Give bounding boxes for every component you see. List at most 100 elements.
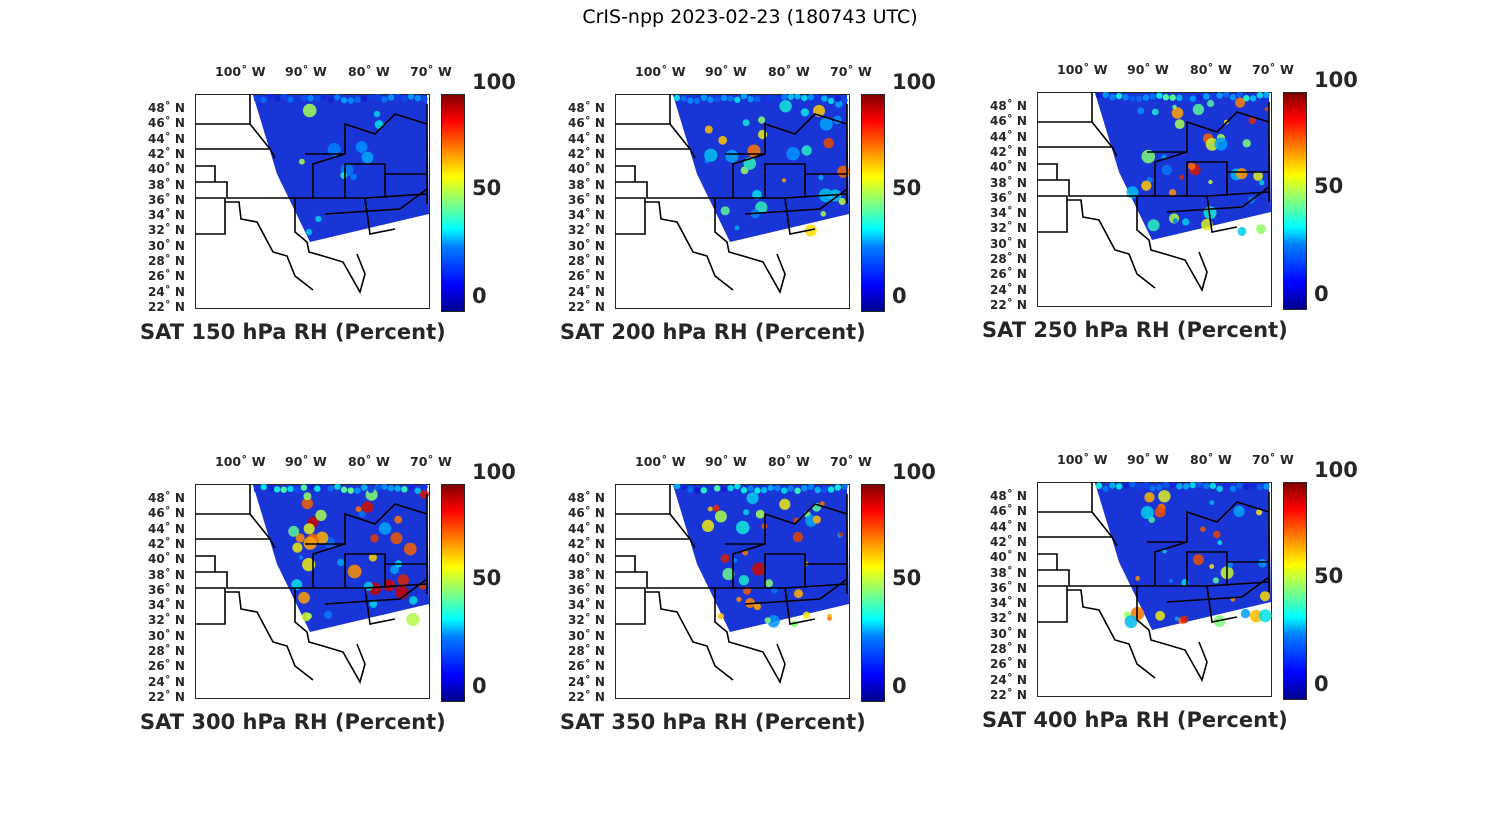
rh-sample — [1259, 180, 1265, 186]
rh-sample — [1260, 591, 1270, 602]
rh-sample — [1235, 97, 1246, 108]
rh-sample — [305, 228, 313, 236]
rh-sample — [1095, 482, 1103, 489]
rh-sample — [758, 116, 766, 124]
rh-sample — [700, 487, 707, 494]
state-boundary — [1057, 569, 1137, 587]
lat-tick-label: 38˚ N — [990, 565, 1027, 580]
rh-sample — [1236, 482, 1243, 489]
rh-sample — [1142, 482, 1150, 489]
state-boundary — [249, 94, 271, 150]
map-plot — [195, 484, 430, 699]
rh-sample — [701, 519, 715, 532]
rh-sample — [1176, 94, 1183, 102]
rh-sample — [406, 612, 420, 627]
rh-sample — [1196, 94, 1203, 101]
rh-sample — [1169, 94, 1176, 101]
lat-tick-label: 36˚ N — [568, 582, 605, 597]
rh-sample — [787, 485, 795, 492]
lat-tick-label: 44˚ N — [148, 131, 185, 146]
rh-sample — [294, 486, 301, 494]
rh-sample — [807, 94, 815, 101]
rh-sample — [760, 95, 768, 102]
rh-sample — [820, 211, 827, 217]
lat-tick-label: 32˚ N — [568, 223, 605, 238]
rh-sample — [746, 492, 759, 505]
state-boundary — [225, 591, 314, 681]
rh-sample — [300, 94, 308, 102]
rh-sample — [350, 173, 357, 181]
lon-tick-label: 80˚ W — [348, 64, 390, 79]
state-boundary — [215, 181, 295, 199]
rh-sample — [714, 510, 727, 523]
rh-sample — [740, 487, 748, 494]
rh-sample — [753, 603, 761, 611]
rh-sample — [303, 492, 312, 501]
rh-sample — [734, 225, 740, 231]
rh-sample — [838, 532, 844, 537]
rh-sample — [1229, 485, 1237, 492]
rh-sample — [394, 94, 401, 100]
colorbar-tick-label: 100 — [892, 460, 936, 484]
rh-sample — [314, 95, 321, 102]
lon-tick-label: 70˚ W — [1252, 62, 1294, 77]
state-boundary — [294, 198, 366, 295]
lat-tick-label: 40˚ N — [568, 552, 605, 567]
rh-sample — [827, 97, 835, 105]
rh-sample — [347, 97, 354, 104]
rh-sample — [294, 97, 301, 104]
rh-sample — [1256, 483, 1263, 491]
panel-title: SAT 250 hPa RH (Percent) — [982, 318, 1288, 342]
rh-sample — [781, 487, 788, 494]
rh-sample — [301, 612, 311, 622]
rh-sample — [814, 486, 821, 494]
rh-sample — [687, 97, 694, 104]
colorbar — [861, 484, 885, 702]
rh-sample — [1141, 149, 1156, 164]
rh-sample — [1149, 93, 1156, 100]
state-boundary — [1067, 589, 1156, 679]
state-boundary — [784, 197, 816, 235]
lon-tick-label: 80˚ W — [768, 64, 810, 79]
rh-sample — [782, 178, 787, 183]
map-plot — [615, 94, 850, 309]
lon-tick-label: 70˚ W — [410, 454, 452, 469]
rh-sample — [320, 484, 328, 491]
rh-sample — [381, 484, 388, 490]
colorbar-tick-label: 100 — [472, 70, 516, 94]
rh-sample — [298, 555, 304, 560]
rh-sample — [327, 485, 334, 492]
rh-sample — [387, 484, 395, 492]
rh-sample — [347, 487, 354, 494]
rh-sample — [704, 125, 713, 134]
lat-tick-label: 28˚ N — [148, 254, 185, 268]
state-boundary — [615, 165, 636, 183]
rh-sample — [361, 151, 374, 164]
rh-sample — [693, 487, 701, 494]
rh-sample — [1156, 92, 1163, 99]
rh-sample — [1196, 482, 1203, 488]
rh-sample — [1161, 164, 1173, 176]
lat-tick-label: 28˚ N — [990, 642, 1027, 656]
rh-sample — [355, 506, 362, 513]
lon-tick-label: 90˚ W — [1127, 452, 1169, 467]
state-boundary — [344, 163, 386, 198]
rh-sample — [764, 617, 771, 624]
colorbar-tick-label: 0 — [1314, 282, 1329, 306]
state-boundary — [1147, 501, 1270, 543]
lon-tick-label: 70˚ W — [410, 64, 452, 79]
rh-sample — [280, 94, 287, 100]
rh-sample — [794, 94, 801, 100]
rh-sample — [767, 484, 774, 492]
satellite-swath — [253, 485, 429, 632]
map-plot — [1037, 482, 1272, 697]
lat-tick-label: 48˚ N — [148, 491, 185, 505]
lat-tick-label: 40˚ N — [990, 160, 1027, 175]
rh-sample — [1256, 224, 1266, 235]
rh-sample — [1169, 482, 1176, 488]
state-boundary — [249, 484, 271, 540]
colorbar-tick-label: 100 — [472, 460, 516, 484]
lat-tick-label: 22˚ N — [990, 687, 1027, 702]
rh-sample — [747, 95, 754, 103]
lat-tick-label: 22˚ N — [148, 299, 185, 314]
